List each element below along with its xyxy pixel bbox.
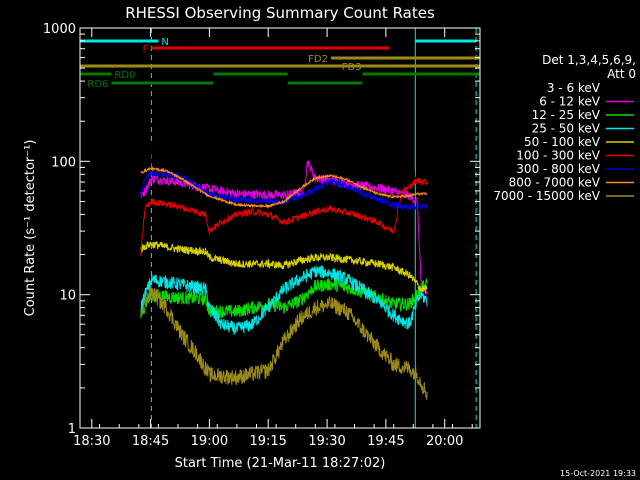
y-tick-label: 10 — [59, 289, 76, 304]
flag-bar-label: RD6 — [87, 79, 108, 90]
x-tick-label: 20:00 — [426, 434, 463, 449]
series-line — [140, 142, 428, 378]
series-line — [140, 277, 428, 319]
legend-header-detectors: Det 1,3,4,5,6,9, — [542, 53, 636, 67]
y-tick-label: 1 — [68, 422, 76, 437]
flag-bar-label: RD0 — [114, 70, 135, 81]
series-line — [140, 165, 428, 209]
series-line — [140, 178, 428, 257]
plot-frame — [79, 27, 481, 429]
x-axis-ticks: 18:30 18:45 19:00 19:15 19:30 19:45 20:00 — [73, 28, 473, 449]
legend-entry-label: 6 - 12 keV — [539, 95, 601, 109]
x-tick-label: 19:45 — [367, 434, 404, 449]
x-tick-label: 19:00 — [191, 434, 228, 449]
series-line — [140, 285, 428, 400]
y-axis-label: Count Rate (s⁻¹ detector⁻¹) — [23, 140, 38, 317]
legend-entry-label: 50 - 100 keV — [524, 135, 601, 149]
chart-title: RHESSI Observing Summary Count Rates — [125, 4, 435, 22]
plot-area: N F FD2 FD3 RD0 RD6 — [79, 28, 480, 428]
legend-entry-label: 7000 - 15000 keV — [493, 189, 600, 203]
legend-entry-label: 25 - 50 keV — [532, 122, 601, 136]
y-axis-ticks: 1 10 100 1000 — [43, 22, 480, 437]
legend-entry-label: 3 - 6 keV — [547, 81, 601, 95]
legend-entry-label: 100 - 300 keV — [516, 149, 600, 163]
legend-entry-label: 12 - 25 keV — [532, 108, 601, 122]
series-line — [140, 265, 428, 336]
x-tick-label: 19:15 — [249, 434, 286, 449]
x-tick-label: 18:45 — [132, 434, 169, 449]
footer-timestamp: 15-Oct-2021 19:33 — [560, 469, 636, 478]
x-tick-label: 19:30 — [308, 434, 345, 449]
flag-bar-label: FD3 — [342, 62, 362, 73]
x-axis-label: Start Time (21-Mar-11 18:27:02) — [175, 456, 386, 471]
flag-bar-label: F — [143, 44, 149, 55]
flag-bar-label: FD2 — [308, 54, 328, 65]
series-line — [140, 241, 428, 293]
legend-header-attenuator: Att 0 — [607, 67, 636, 81]
flag-bar-label: N — [161, 37, 168, 48]
y-tick-label: 1000 — [43, 22, 76, 37]
legend-entry-label: 300 - 800 keV — [516, 162, 600, 176]
legend-entry-label: 800 - 7000 keV — [509, 176, 601, 190]
x-tick-label: 18:30 — [73, 434, 110, 449]
y-tick-label: 100 — [51, 155, 76, 170]
